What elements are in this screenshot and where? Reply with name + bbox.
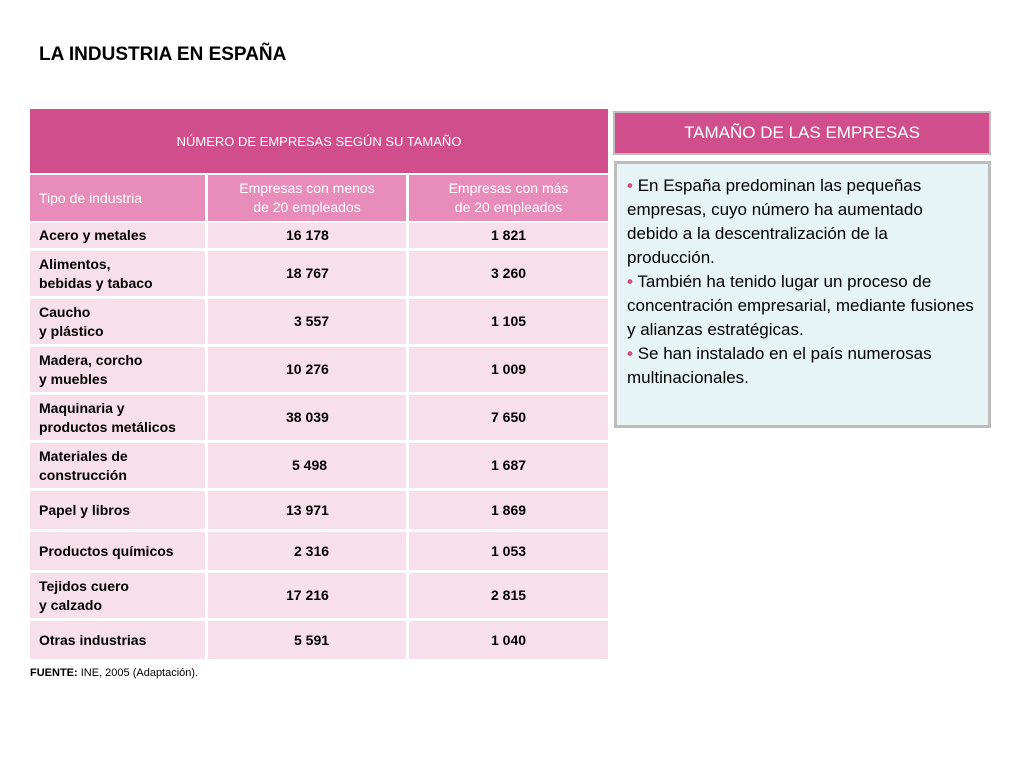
table-row: Caucho y plástico 3 557 1 105	[30, 299, 609, 347]
big-count-cell: 1 040	[406, 621, 609, 662]
industry-cell: Tejidos cuero y calzado	[30, 573, 205, 621]
big-count-cell: 7 650	[406, 395, 609, 443]
bullet-text: En España predominan las pequeñas empres…	[627, 176, 923, 267]
industry-name-line2: y muebles	[39, 370, 108, 387]
industry-name-line1: Materiales de	[39, 447, 128, 464]
small-count-cell: 16 178	[205, 223, 406, 251]
table-row: Acero y metales 16 178 1 821	[30, 223, 609, 251]
small-count-cell: 18 767	[205, 251, 406, 299]
source-text: INE, 2005 (Adaptación).	[77, 667, 199, 679]
big-count-cell: 1 105	[406, 299, 609, 347]
small-count-cell: 17 216	[205, 573, 406, 621]
industry-name-line1: Caucho	[39, 303, 91, 320]
industry-name-line1: Alimentos,	[39, 255, 111, 272]
industry-name-line2: productos metálicos	[39, 418, 176, 435]
industry-name-line2: construcción	[39, 466, 127, 483]
panel-title: TAMAÑO DE LAS EMPRESAS	[613, 111, 991, 155]
source-label: FUENTE:	[30, 667, 78, 679]
page-title: LA INDUSTRIA EN ESPAÑA	[39, 44, 287, 65]
industry-cell: Acero y metales	[30, 223, 205, 251]
big-count-cell: 1 053	[406, 532, 609, 573]
table-row: Tejidos cuero y calzado 17 216 2 815	[30, 573, 609, 621]
industry-cell: Materiales de construcción	[30, 443, 205, 491]
small-count-cell: 13 971	[205, 491, 406, 532]
bullet-text: Se han instalado en el país numerosas mu…	[627, 344, 932, 387]
small-count-cell: 3 557	[205, 299, 406, 347]
small-count-cell: 2 316	[205, 532, 406, 573]
header-big-line2: de 20 empleados	[454, 199, 563, 215]
table-row: Papel y libros 13 971 1 869	[30, 491, 609, 532]
industry-name: Acero y metales	[39, 227, 147, 243]
header-big-line1: Empresas con más	[448, 180, 569, 196]
industry-name-line1: Madera, corcho	[39, 351, 143, 368]
panel-body: • En España predominan las pequeñas empr…	[614, 161, 991, 428]
big-count-cell: 1 821	[406, 223, 609, 251]
industry-cell: Papel y libros	[30, 491, 205, 532]
industry-cell: Maquinaria y productos metálicos	[30, 395, 205, 443]
table-row: Otras industrias 5 591 1 040	[30, 621, 609, 662]
small-count-cell: 38 039	[205, 395, 406, 443]
big-count-cell: 2 815	[406, 573, 609, 621]
header-small-line1: Empresas con menos	[239, 180, 375, 196]
table-header-row: Tipo de industria Empresas con menos de …	[30, 175, 609, 223]
header-small-line2: de 20 empleados	[253, 199, 361, 215]
industry-cell: Caucho y plástico	[30, 299, 205, 347]
table-row: Madera, corcho y muebles 10 276 1 009	[30, 347, 609, 395]
table-row: Productos químicos 2 316 1 053	[30, 532, 609, 573]
header-industry-type: Tipo de industria	[30, 175, 205, 223]
industry-name: Otras industrias	[39, 631, 147, 648]
bullet-icon: •	[627, 272, 633, 291]
header-small-companies: Empresas con menos de 20 empleados	[205, 175, 406, 223]
source-note: FUENTE: INE, 2005 (Adaptación).	[30, 667, 198, 679]
industry-cell: Madera, corcho y muebles	[30, 347, 205, 395]
industry-name-line1: Maquinaria y	[39, 399, 125, 416]
bullet-item: • También ha tenido lugar un proceso de …	[627, 270, 978, 342]
table-banner: NÚMERO DE EMPRESAS SEGÚN SU TAMAÑO	[30, 109, 609, 175]
bullet-text: También ha tenido lugar un proceso de co…	[627, 272, 974, 339]
big-count-cell: 1 869	[406, 491, 609, 532]
table-row: Alimentos, bebidas y tabaco 18 767 3 260	[30, 251, 609, 299]
companies-table: NÚMERO DE EMPRESAS SEGÚN SU TAMAÑO Tipo …	[30, 109, 609, 662]
header-big-companies: Empresas con más de 20 empleados	[406, 175, 609, 223]
industry-cell: Alimentos, bebidas y tabaco	[30, 251, 205, 299]
industry-name: Productos químicos	[39, 542, 174, 559]
small-count-cell: 5 498	[205, 443, 406, 491]
bullet-icon: •	[627, 344, 633, 363]
industry-name-line2: bebidas y tabaco	[39, 274, 153, 291]
industry-name-line2: y calzado	[39, 596, 103, 613]
industry-name: Papel y libros	[39, 501, 131, 518]
bullet-item: • En España predominan las pequeñas empr…	[627, 174, 978, 270]
table-row: Maquinaria y productos metálicos 38 039 …	[30, 395, 609, 443]
small-count-cell: 10 276	[205, 347, 406, 395]
big-count-cell: 1 687	[406, 443, 609, 491]
big-count-cell: 1 009	[406, 347, 609, 395]
bullet-item: • Se han instalado en el país numerosas …	[627, 342, 978, 390]
industry-cell: Productos químicos	[30, 532, 205, 573]
industry-cell: Otras industrias	[30, 621, 205, 662]
industry-name-line1: Tejidos cuero	[39, 577, 129, 594]
small-count-cell: 5 591	[205, 621, 406, 662]
big-count-cell: 3 260	[406, 251, 609, 299]
bullet-icon: •	[627, 176, 633, 195]
industry-name-line2: y plástico	[39, 322, 104, 339]
table-row: Materiales de construcción 5 498 1 687	[30, 443, 609, 491]
